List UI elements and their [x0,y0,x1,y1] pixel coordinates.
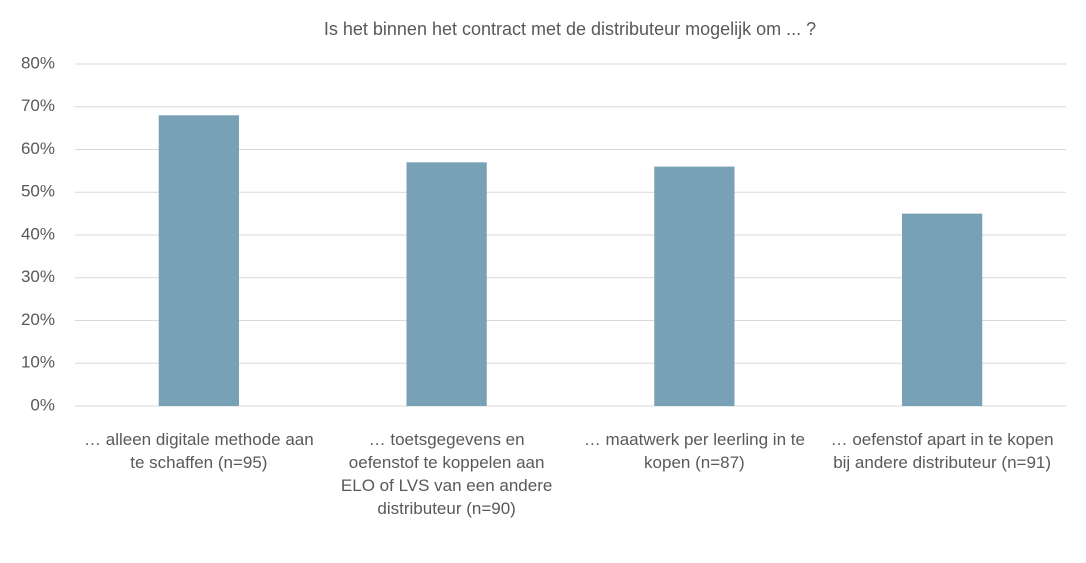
y-tick-label: 0% [30,395,55,414]
y-tick-label: 20% [21,310,55,329]
bar [901,213,983,406]
y-tick-label: 40% [21,224,55,243]
bar [158,115,240,407]
x-tick-label: … toetsgegevens en oefenstof te koppelen… [340,430,553,518]
x-tick-label: … maatwerk per leerling in te kopen (n=8… [583,430,805,472]
x-tick-label: … alleen digitale methode aan te schaffe… [84,430,314,472]
x-tick-label: … oefenstof apart in te kopen bij andere… [830,430,1054,472]
y-tick-label: 80% [21,53,55,72]
bar [654,166,735,406]
y-tick-label: 60% [21,139,55,158]
y-tick-label: 70% [21,96,55,115]
y-tick-label: 30% [21,267,55,286]
y-tick-label: 50% [21,182,55,201]
chart-title: Is het binnen het contract met de distri… [324,19,816,39]
y-tick-label: 10% [21,353,55,372]
bar [406,162,487,406]
